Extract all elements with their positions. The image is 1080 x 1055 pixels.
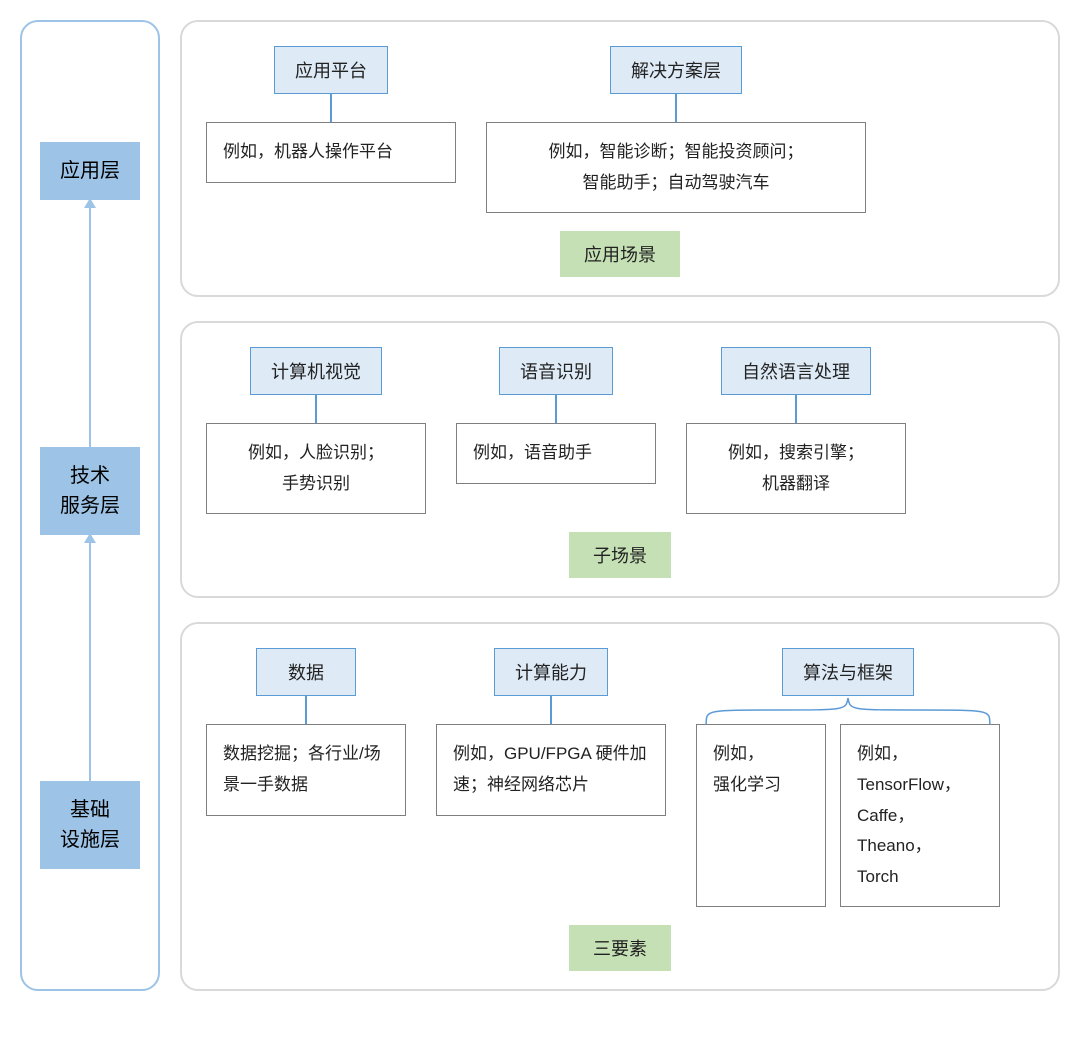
panel-sub-scenarios: 计算机视觉 例如，人脸识别； 手势识别 语音识别 例如，语音助手 自然语言处理 … [180, 321, 1060, 598]
header-compute: 计算能力 [494, 648, 608, 696]
connector-icon [555, 395, 557, 423]
group-cv: 计算机视觉 例如，人脸识别； 手势识别 [206, 347, 426, 514]
arrow-up-2 [89, 535, 91, 782]
group-algo-framework: 算法与框架 例如， 强化学习 例如， TensorFlow， Caffe， Th… [696, 648, 1000, 907]
detail-compute: 例如，GPU/FPGA 硬件加速；神经网络芯片 [436, 724, 666, 815]
footer-sub-scenarios: 子场景 [569, 532, 671, 578]
header-algo-framework: 算法与框架 [782, 648, 914, 696]
sidebar-block-tech-service: 技术 服务层 [40, 447, 140, 535]
detail-solution: 例如，智能诊断；智能投资顾问； 智能助手；自动驾驶汽车 [486, 122, 866, 213]
group-compute: 计算能力 例如，GPU/FPGA 硬件加速；神经网络芯片 [436, 648, 666, 815]
connector-icon [305, 696, 307, 724]
group-data: 数据 数据挖掘；各行业/场景一手数据 [206, 648, 406, 815]
connector-icon [550, 696, 552, 724]
detail-algo-frameworks: 例如， TensorFlow， Caffe， Theano， Torch [840, 724, 1000, 907]
arrow-up-1 [89, 200, 91, 447]
header-speech: 语音识别 [499, 347, 613, 395]
panel-application-scenarios: 应用平台 例如，机器人操作平台 解决方案层 例如，智能诊断；智能投资顾问； 智能… [180, 20, 1060, 297]
connector-icon [330, 94, 332, 122]
panel-three-elements: 数据 数据挖掘；各行业/场景一手数据 计算能力 例如，GPU/FPGA 硬件加速… [180, 622, 1060, 991]
detail-app-platform: 例如，机器人操作平台 [206, 122, 456, 183]
connector-icon [675, 94, 677, 122]
detail-algo-rl: 例如， 强化学习 [696, 724, 826, 907]
brace-icon [696, 696, 1000, 724]
layer-sidebar: 应用层 技术 服务层 基础 设施层 [20, 20, 160, 991]
detail-data: 数据挖掘；各行业/场景一手数据 [206, 724, 406, 815]
main-panels: 应用平台 例如，机器人操作平台 解决方案层 例如，智能诊断；智能投资顾问； 智能… [180, 20, 1060, 991]
detail-speech: 例如，语音助手 [456, 423, 656, 484]
sidebar-block-infrastructure: 基础 设施层 [40, 781, 140, 869]
group-speech: 语音识别 例如，语音助手 [456, 347, 656, 484]
footer-three-elements: 三要素 [569, 925, 671, 971]
connector-icon [795, 395, 797, 423]
sidebar-block-application: 应用层 [40, 142, 140, 200]
footer-application-scenarios: 应用场景 [560, 231, 680, 277]
connector-icon [315, 395, 317, 423]
header-data: 数据 [256, 648, 356, 696]
header-nlp: 自然语言处理 [721, 347, 871, 395]
detail-cv: 例如，人脸识别； 手势识别 [206, 423, 426, 514]
detail-nlp: 例如，搜索引擎； 机器翻译 [686, 423, 906, 514]
diagram-root: 应用层 技术 服务层 基础 设施层 应用平台 例如，机器人操作平台 解决方案层 … [20, 20, 1060, 991]
header-app-platform: 应用平台 [274, 46, 388, 94]
group-solution-layer: 解决方案层 例如，智能诊断；智能投资顾问； 智能助手；自动驾驶汽车 [486, 46, 866, 213]
group-app-platform: 应用平台 例如，机器人操作平台 [206, 46, 456, 183]
group-nlp: 自然语言处理 例如，搜索引擎； 机器翻译 [686, 347, 906, 514]
header-solution: 解决方案层 [610, 46, 742, 94]
header-cv: 计算机视觉 [250, 347, 382, 395]
